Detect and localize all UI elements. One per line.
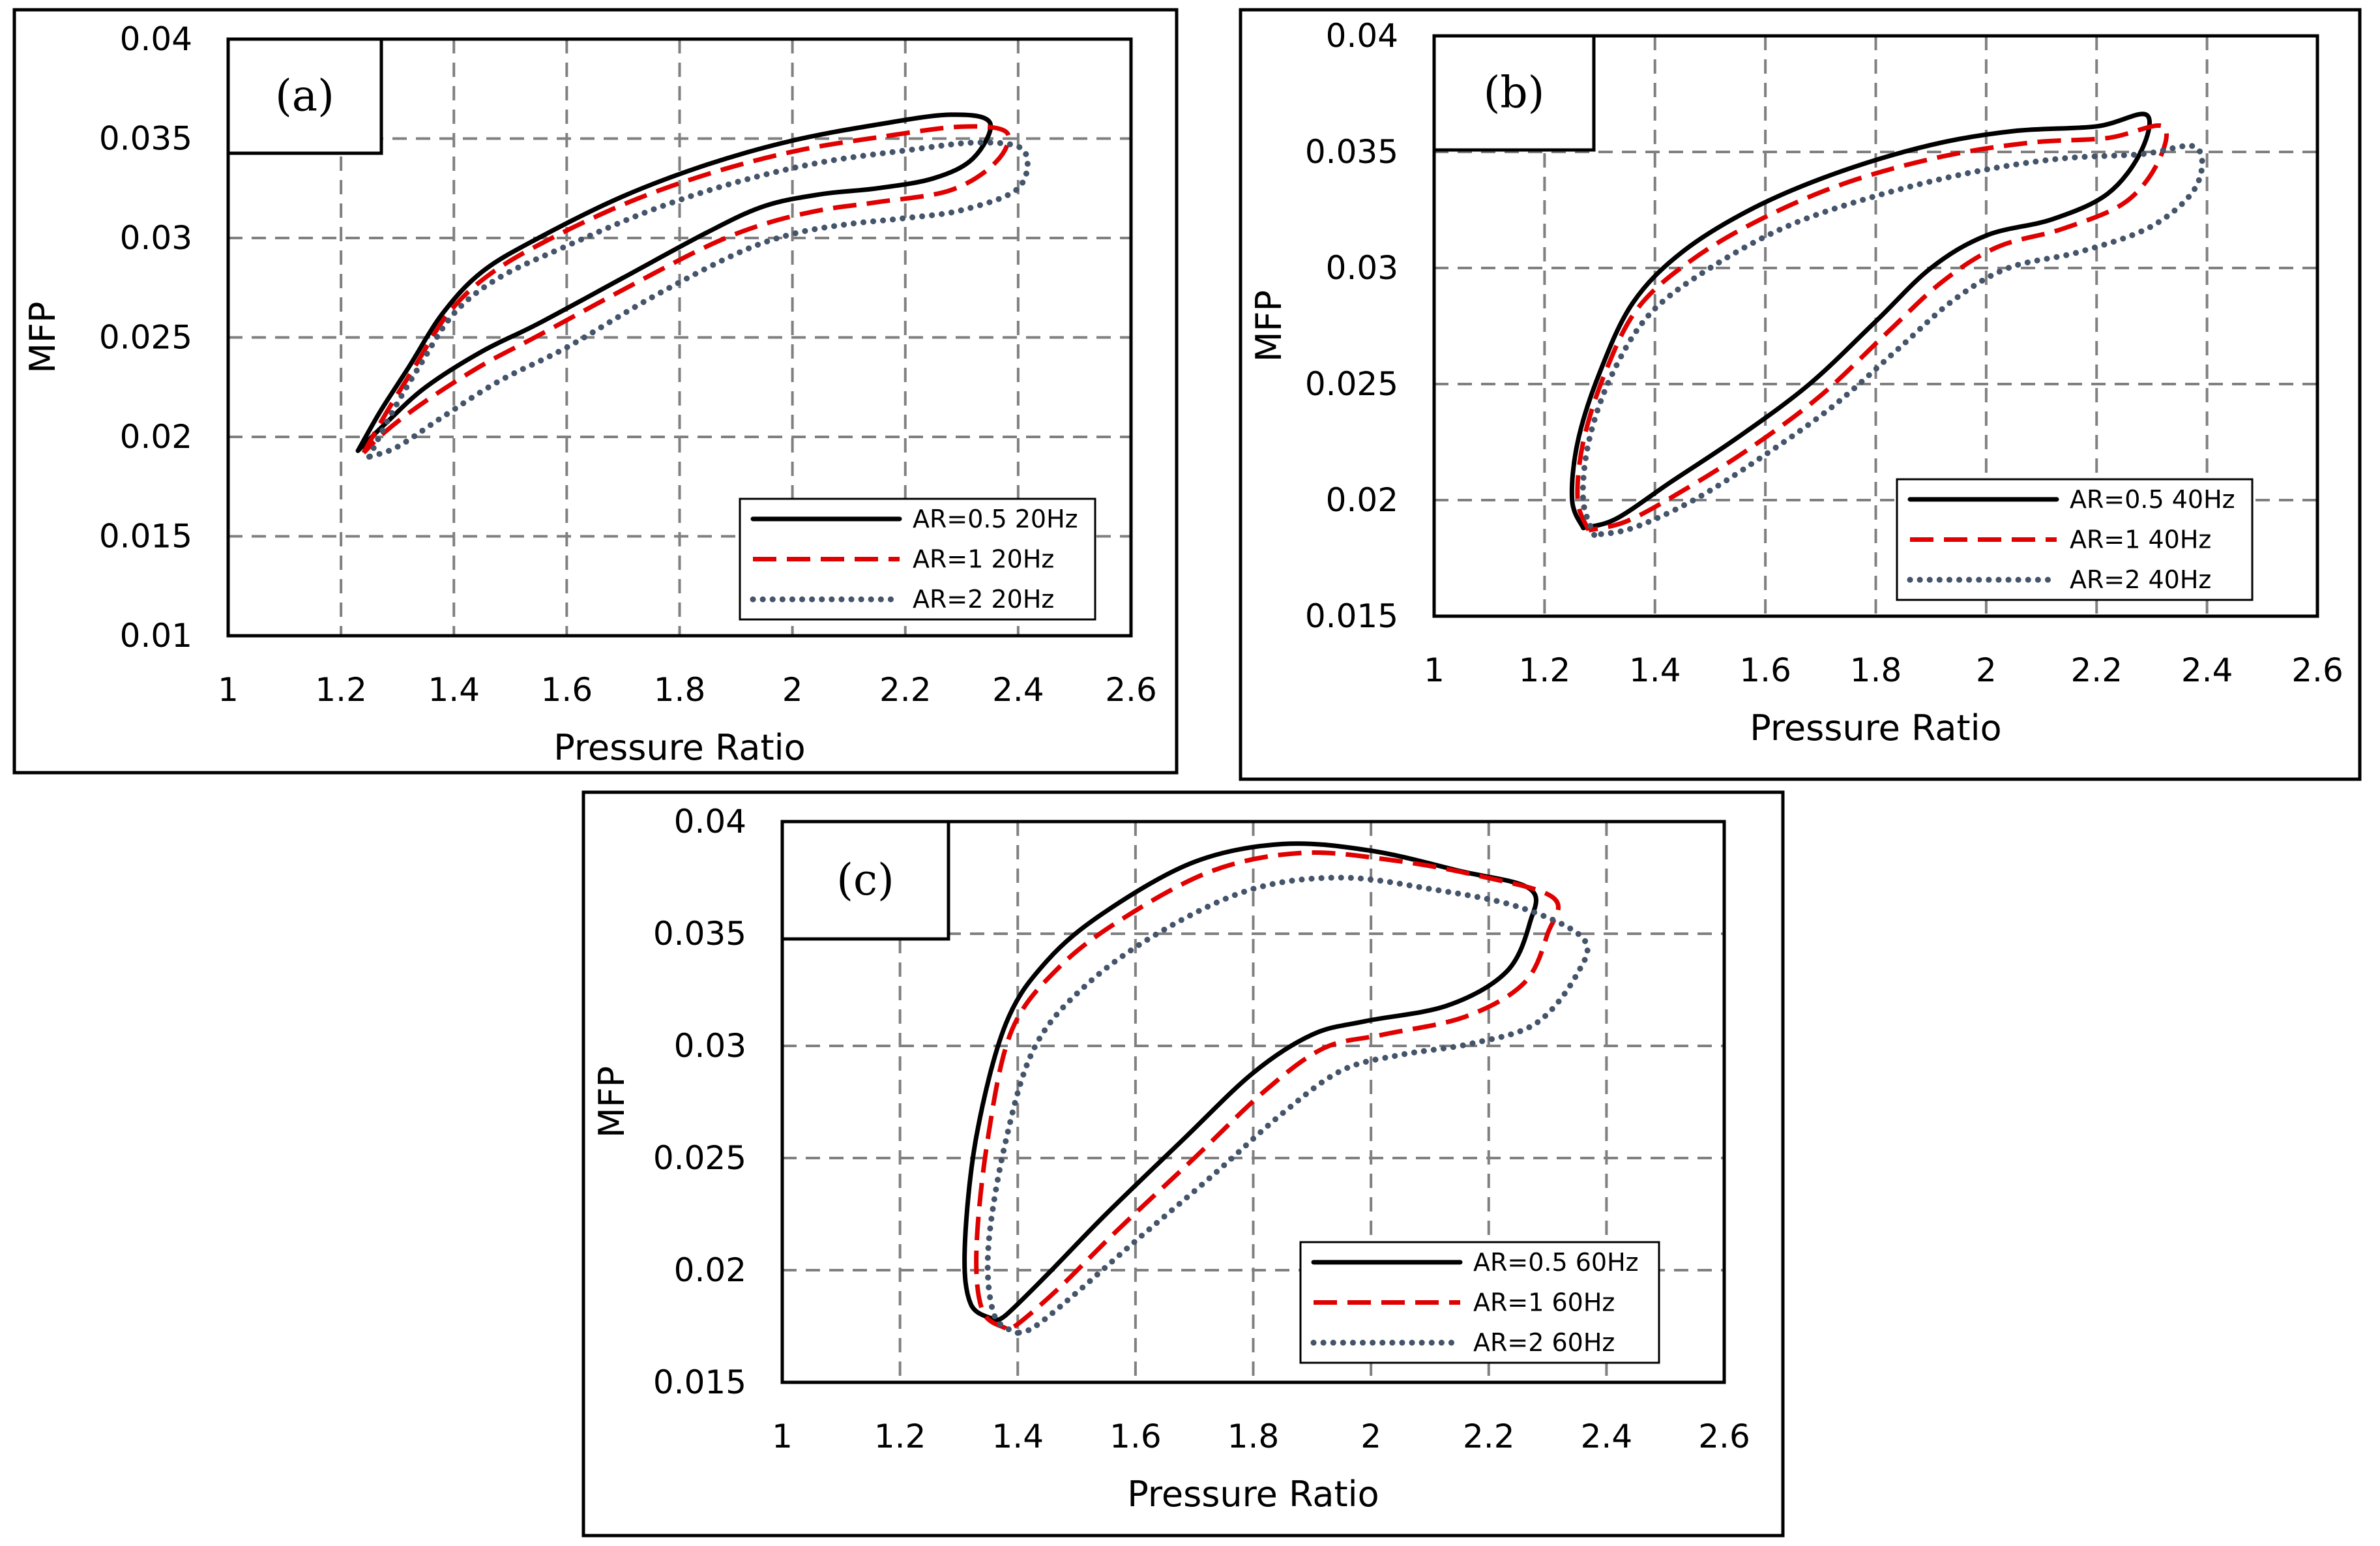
y-axis-label: MFP bbox=[591, 1066, 632, 1138]
plot-area bbox=[780, 820, 1726, 1384]
x-tick-label: 2.2 bbox=[879, 671, 932, 709]
x-tick-label: 2.6 bbox=[1698, 1418, 1750, 1455]
x-tick-label: 1 bbox=[772, 1418, 793, 1455]
y-tick-label: 0.04 bbox=[674, 803, 746, 840]
x-tick-label: 1.6 bbox=[1109, 1418, 1162, 1455]
x-tick-label: 1.6 bbox=[1739, 651, 1791, 689]
x-tick-label: 1.2 bbox=[1519, 651, 1571, 689]
y-tick-label: 0.025 bbox=[1305, 365, 1398, 403]
y-tick-label: 0.02 bbox=[674, 1251, 746, 1289]
panel-label: (a) bbox=[275, 71, 334, 121]
panel-label: (c) bbox=[836, 855, 894, 905]
legend-label: AR=2 20Hz bbox=[913, 585, 1054, 614]
series-line-dotted bbox=[984, 874, 1591, 1336]
legend-label: AR=0.5 60Hz bbox=[1473, 1248, 1639, 1277]
y-tick-label: 0.01 bbox=[120, 617, 192, 655]
x-tick-label: 1 bbox=[1424, 651, 1445, 689]
legend-label: AR=0.5 20Hz bbox=[913, 505, 1078, 533]
legend-label: AR=1 20Hz bbox=[913, 545, 1054, 574]
series-line-solid bbox=[1569, 111, 2152, 531]
y-tick-label: 0.035 bbox=[99, 120, 192, 158]
y-tick-label: 0.015 bbox=[1305, 597, 1398, 635]
legend-label: AR=0.5 40Hz bbox=[2070, 485, 2235, 514]
y-tick-label: 0.025 bbox=[99, 319, 192, 357]
y-axis-label: MFP bbox=[1248, 290, 1289, 362]
legend-label: AR=2 60Hz bbox=[1473, 1328, 1615, 1357]
chart-panel-c: 1 1.2 1.4 1.6 1.8 2 2.2 2.4 2.6 0.015 0.02 0.025 0.0… bbox=[581, 790, 1785, 1538]
x-tick-label: 1.8 bbox=[1227, 1418, 1280, 1455]
x-tick-label: 2.4 bbox=[1581, 1418, 1633, 1455]
x-tick-label: 1.6 bbox=[541, 671, 593, 709]
x-tick-label: 2.2 bbox=[1463, 1418, 1515, 1455]
legend-label: AR=1 60Hz bbox=[1473, 1288, 1615, 1317]
y-tick-label: 0.03 bbox=[120, 219, 192, 257]
legend-label: AR=2 40Hz bbox=[2070, 565, 2211, 594]
x-tick-label: 1.8 bbox=[1850, 651, 1902, 689]
x-tick-label: 2 bbox=[1976, 651, 1997, 689]
legend-label: AR=1 40Hz bbox=[2070, 526, 2211, 554]
x-tick-label: 2 bbox=[782, 671, 803, 709]
x-tick-label: 1.4 bbox=[428, 671, 480, 709]
panel-frame bbox=[12, 8, 1179, 775]
x-tick-label: 2.6 bbox=[1105, 671, 1157, 709]
x-tick-label: 2.6 bbox=[2291, 651, 2343, 689]
y-tick-label: 0.035 bbox=[1305, 133, 1398, 171]
x-tick-label: 1 bbox=[218, 671, 239, 709]
y-tick-label: 0.015 bbox=[99, 518, 192, 556]
x-tick-label: 1.2 bbox=[315, 671, 367, 709]
x-tick-label: 1.4 bbox=[1629, 651, 1681, 689]
x-axis-label: Pressure Ratio bbox=[1127, 1474, 1379, 1515]
x-tick-label: 2.2 bbox=[2070, 651, 2123, 689]
x-axis-label: Pressure Ratio bbox=[1750, 707, 2001, 749]
x-tick-label: 2.4 bbox=[992, 671, 1044, 709]
y-tick-label: 0.015 bbox=[653, 1363, 746, 1401]
chart-panel-b: 1 1.2 1.4 1.6 1.8 2 2.2 2.4 2.6 0.015 0.02 0.025 0.0… bbox=[1239, 8, 2362, 781]
y-axis-label: MFP bbox=[22, 301, 63, 373]
panel-label: (b) bbox=[1484, 68, 1545, 118]
y-tick-label: 0.035 bbox=[653, 915, 746, 953]
x-tick-label: 2.4 bbox=[2181, 651, 2233, 689]
panel-label-box bbox=[1432, 34, 1596, 152]
x-tick-label: 1.2 bbox=[874, 1418, 926, 1455]
series-line-dashed bbox=[361, 124, 1012, 454]
chart-panel-a: 1 1.2 1.4 1.6 1.8 2 2.2 2.4 2.6 0.01 0.015 0.02 0.02… bbox=[12, 8, 1179, 775]
plot-area bbox=[1432, 34, 2319, 618]
series-line-dotted bbox=[366, 140, 1031, 460]
y-tick-label: 0.02 bbox=[120, 418, 192, 456]
series-line-dashed bbox=[1575, 123, 2169, 533]
series-line-dotted bbox=[1579, 143, 2205, 538]
x-tick-label: 2 bbox=[1360, 1418, 1381, 1455]
plot-area bbox=[226, 37, 1133, 638]
y-tick-label: 0.04 bbox=[120, 20, 192, 58]
y-tick-label: 0.04 bbox=[1326, 17, 1398, 55]
y-tick-label: 0.03 bbox=[674, 1027, 746, 1065]
x-axis-label: Pressure Ratio bbox=[553, 727, 805, 768]
panel-label-box bbox=[780, 820, 950, 941]
y-tick-label: 0.02 bbox=[1326, 481, 1398, 519]
x-tick-label: 1.4 bbox=[992, 1418, 1044, 1455]
y-tick-label: 0.03 bbox=[1326, 249, 1398, 287]
y-tick-label: 0.025 bbox=[653, 1139, 746, 1177]
x-tick-label: 1.8 bbox=[654, 671, 706, 709]
series-line-solid bbox=[355, 112, 993, 453]
panel-label-box bbox=[226, 37, 383, 155]
series-line-dashed bbox=[974, 850, 1561, 1331]
